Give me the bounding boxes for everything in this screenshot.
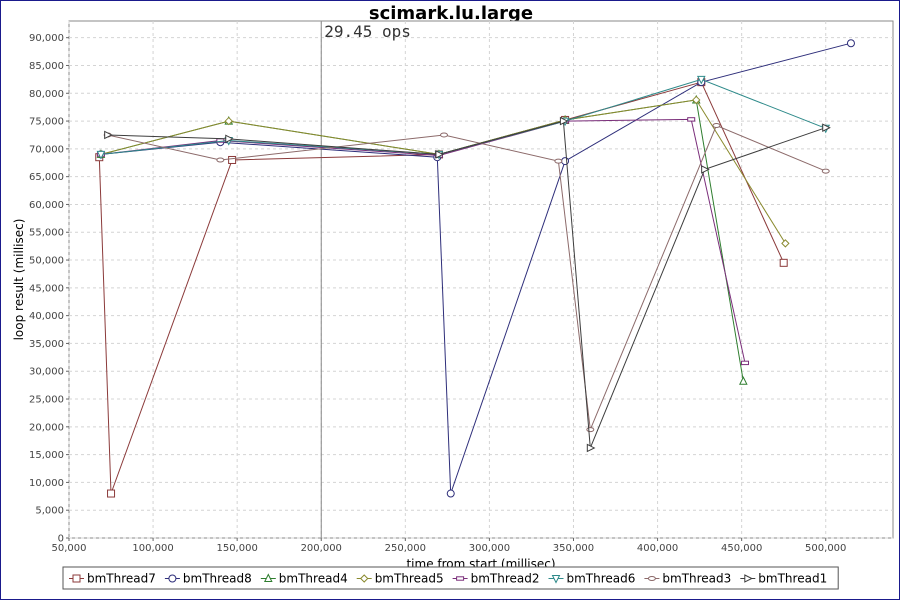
y-tick-label: 55,000 [29, 228, 64, 239]
legend-item-bmThread2: bmThread2 [452, 572, 540, 586]
legend-label: bmThread3 [662, 572, 731, 586]
data-point [712, 123, 721, 129]
x-tick-label: 300,000 [469, 543, 510, 554]
y-tick-label: 15,000 [29, 450, 64, 461]
x-tick-label: 250,000 [385, 543, 426, 554]
x-tick-label: 150,000 [216, 543, 257, 554]
y-axis-label: loop result (millisec) [12, 219, 26, 341]
x-tick-label: 350,000 [553, 543, 594, 554]
data-point [216, 157, 225, 163]
axes: 0 5,000 10,000 15,000 20,000 25,000 30,000 35,0… [29, 33, 846, 554]
data-point [96, 150, 106, 160]
legend-label: bmThread5 [375, 572, 444, 586]
legend-marker [456, 576, 465, 581]
data-point [701, 165, 710, 174]
data-point [561, 157, 570, 166]
data-point [107, 489, 116, 498]
data-point [225, 134, 234, 144]
y-tick-label: 0 [58, 534, 64, 545]
series-bmThread1 [104, 116, 831, 453]
data-point [586, 443, 596, 453]
data-point [586, 427, 595, 433]
data-point [104, 130, 113, 140]
data-point [446, 489, 455, 498]
data-point [779, 258, 788, 267]
x-tick-label: 100,000 [132, 543, 173, 554]
data-point [692, 95, 701, 105]
y-tick-label: 50,000 [29, 256, 64, 267]
y-tick-label: 45,000 [29, 283, 64, 294]
data-point [687, 117, 696, 122]
x-tick-label: 50,000 [52, 543, 87, 554]
legend-label: bmThread6 [567, 572, 636, 586]
legend-item-bmThread4: bmThread4 [260, 572, 348, 586]
data-point [741, 360, 750, 366]
legend-label: bmThread2 [471, 572, 540, 586]
y-tick-label: 35,000 [29, 339, 64, 350]
annotations: 29.45 ops [320, 21, 411, 538]
y-tick-label: 80,000 [29, 89, 64, 100]
data-point [739, 376, 748, 385]
y-tick-label: 90,000 [29, 33, 64, 44]
chart-title: scimark.lu.large [369, 3, 533, 24]
legend-item-bmThread6: bmThread6 [548, 572, 636, 586]
legend-marker [168, 574, 177, 583]
y-tick-label: 70,000 [29, 144, 64, 155]
data-point [559, 116, 569, 126]
legend-label: bmThread7 [87, 572, 156, 586]
y-tick-label: 20,000 [29, 422, 64, 433]
x-tick-label: 200,000 [301, 543, 342, 554]
legend-marker [551, 575, 561, 584]
data-point [822, 123, 831, 133]
x-tick-label: 500,000 [805, 543, 846, 554]
marker-label: 29.45 ops [324, 22, 411, 41]
data-point [821, 168, 830, 174]
legend-label: bmThread8 [183, 572, 252, 586]
legend-item-bmThread5: bmThread5 [356, 572, 444, 586]
legend-item-bmThread7: bmThread7 [69, 572, 156, 586]
x-tick-label: 400,000 [637, 543, 678, 554]
legend-item-bmThread8: bmThread8 [164, 572, 252, 586]
legend-marker [647, 576, 656, 581]
y-tick-label: 30,000 [29, 367, 64, 378]
legend-marker [263, 573, 273, 582]
series-layer [95, 39, 855, 498]
legend-item-bmThread1: bmThread1 [740, 572, 827, 586]
legend-marker [744, 574, 753, 583]
legend: bmThread7 bmThread8 bmThread4 bmThread5 bmTh… [62, 566, 839, 590]
y-tick-label: 40,000 [29, 311, 64, 322]
plot-area [68, 20, 894, 539]
data-point [846, 39, 855, 48]
data-point [554, 158, 563, 164]
y-tick-label: 85,000 [29, 61, 64, 72]
y-tick-label: 10,000 [29, 478, 64, 489]
y-tick-label: 60,000 [29, 200, 64, 211]
data-point [440, 132, 449, 138]
data-point [696, 75, 706, 85]
legend-box [62, 566, 839, 590]
data-point [228, 155, 237, 164]
y-tick-label: 65,000 [29, 172, 64, 183]
series-line [100, 118, 746, 364]
x-tick-label: 450,000 [721, 543, 762, 554]
legend-marker [359, 574, 369, 583]
data-point [435, 150, 445, 159]
legend-marker [72, 574, 81, 583]
legend-item-bmThread3: bmThread3 [644, 572, 731, 586]
y-tick-label: 25,000 [29, 395, 64, 406]
y-tick-label: 5,000 [35, 506, 64, 517]
data-point [224, 116, 233, 126]
y-tick-label: 75,000 [29, 117, 64, 128]
legend-label: bmThread4 [279, 572, 348, 586]
legend-label: bmThread1 [758, 572, 827, 586]
data-point [781, 239, 790, 248]
